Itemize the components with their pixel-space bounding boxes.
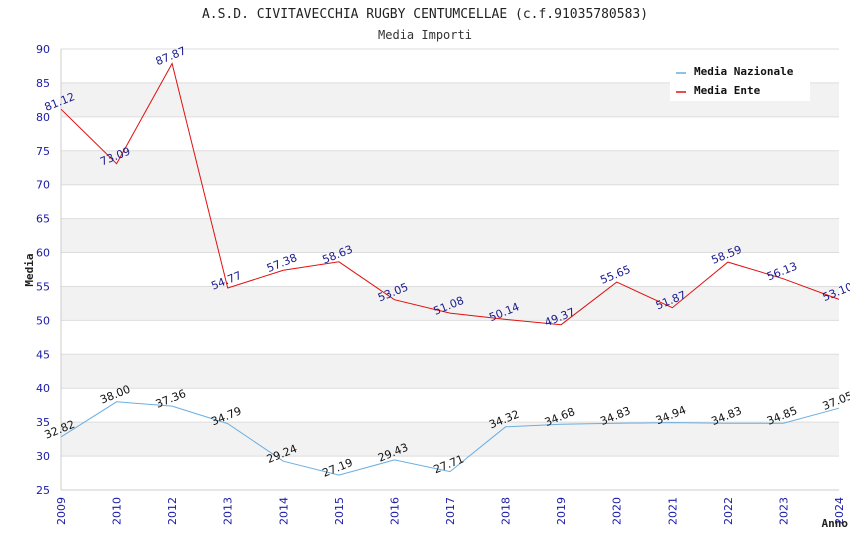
grid-lines xyxy=(60,48,839,491)
y-tick-label: 60 xyxy=(36,247,50,260)
x-tick-label: 2021 xyxy=(666,497,679,525)
x-axis-ticks: 2009 2010 2012 2013 2014 2015 2016 2017 2018 2019… xyxy=(55,497,846,525)
data-label: 37.36 xyxy=(154,387,188,411)
legend-label-media-nazionale: Media Nazionale xyxy=(694,65,794,78)
y-tick-label: 80 xyxy=(36,111,50,124)
y-tick-label: 30 xyxy=(36,450,50,463)
y-tick-label: 45 xyxy=(36,348,50,361)
x-axis-label: Anno xyxy=(822,517,849,530)
y-tick-label: 85 xyxy=(36,77,50,90)
chart-subtitle: Media Importi xyxy=(378,28,472,42)
grid-band xyxy=(61,150,839,185)
data-label: 57.38 xyxy=(265,251,299,275)
series-line-1 xyxy=(60,62,840,326)
x-tick-label: 2017 xyxy=(444,497,457,525)
y-tick-label: 40 xyxy=(36,382,50,395)
x-tick-label: 2009 xyxy=(55,497,68,525)
x-tick-label: 2010 xyxy=(111,497,124,525)
y-tick-label: 50 xyxy=(36,314,50,327)
x-tick-label: 2024 xyxy=(833,497,846,525)
data-label: 56.13 xyxy=(765,260,799,284)
grid-band xyxy=(61,286,839,321)
y-tick-label: 65 xyxy=(36,213,50,226)
grid-band xyxy=(61,354,839,389)
x-tick-label: 2022 xyxy=(722,497,735,525)
grid-band xyxy=(61,422,839,457)
y-tick-label: 70 xyxy=(36,179,50,192)
x-tick-label: 2015 xyxy=(333,497,346,525)
y-tick-label: 90 xyxy=(36,43,50,56)
x-tick-label: 2014 xyxy=(277,497,290,525)
data-label: 87.87 xyxy=(154,44,188,68)
x-tick-label: 2019 xyxy=(555,497,568,525)
series-group xyxy=(60,62,840,476)
data-label: 27.19 xyxy=(321,456,355,480)
y-axis-label: Media xyxy=(23,253,36,286)
x-tick-label: 2016 xyxy=(388,497,401,525)
x-tick-label: 2018 xyxy=(500,497,513,525)
x-tick-label: 2020 xyxy=(611,497,624,525)
y-axis-ticks: 25 30 35 40 45 50 55 60 65 70 75 80 85 90 xyxy=(36,43,50,497)
y-tick-label: 35 xyxy=(36,416,50,429)
y-tick-label: 55 xyxy=(36,280,50,293)
x-tick-label: 2012 xyxy=(166,497,179,525)
chart-title: A.S.D. CIVITAVECCHIA RUGBY CENTUMCELLAE … xyxy=(202,7,648,22)
legend-label-media-ente: Media Ente xyxy=(694,84,761,97)
legend: Media Nazionale Media Ente xyxy=(670,60,810,101)
grid-band xyxy=(61,218,839,253)
series-line-0 xyxy=(60,401,840,476)
y-tick-label: 75 xyxy=(36,145,50,158)
x-tick-label: 2013 xyxy=(222,497,235,525)
legend-box xyxy=(670,60,810,101)
y-tick-label: 25 xyxy=(36,484,50,497)
x-tick-label: 2023 xyxy=(777,497,790,525)
